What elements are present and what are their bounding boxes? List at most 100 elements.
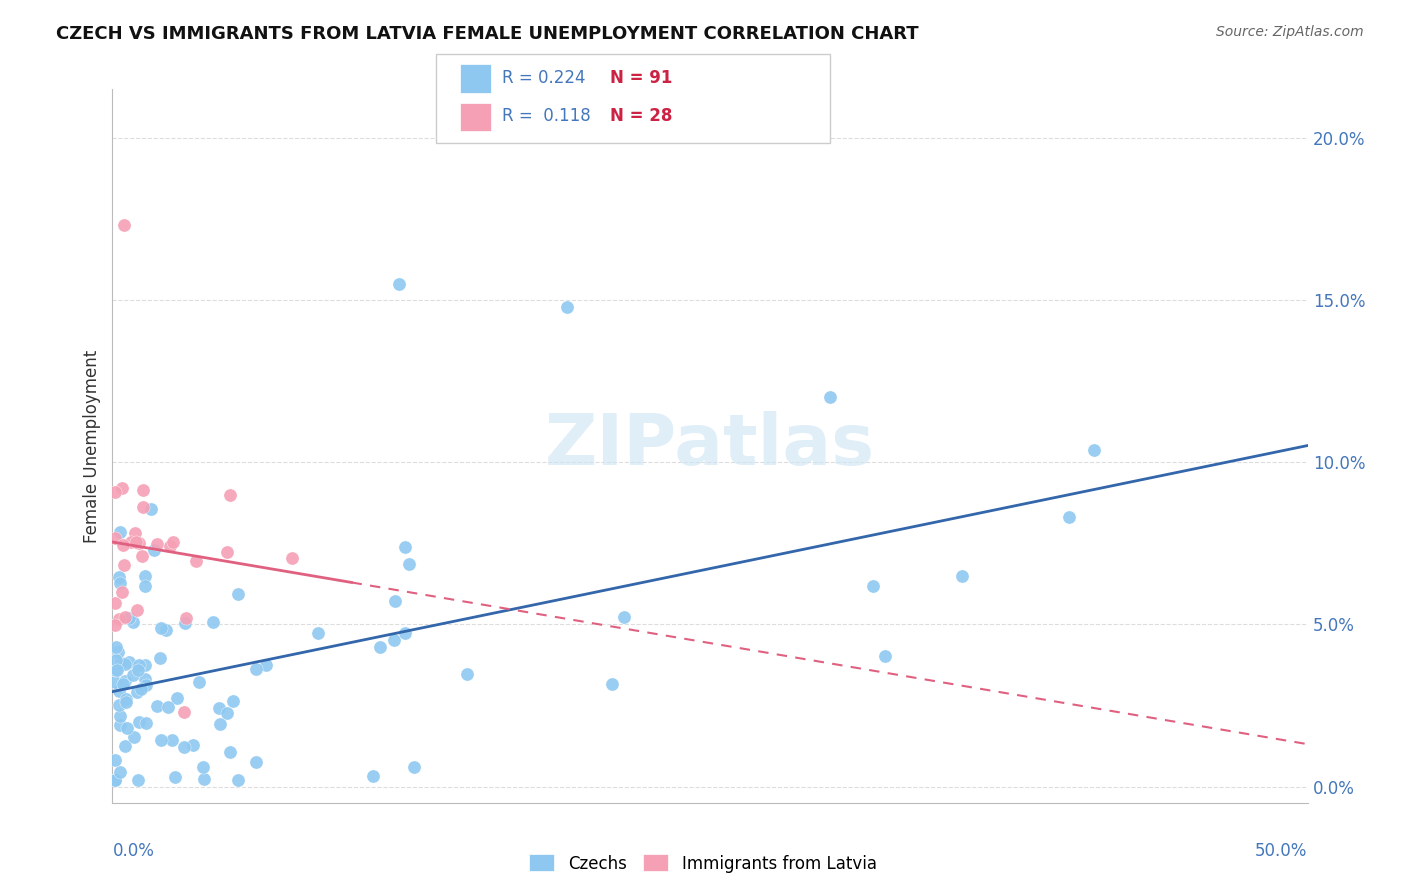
Point — [107, 612, 129, 626]
Point — [950, 569, 973, 583]
Point — [555, 300, 578, 314]
Point — [145, 698, 167, 713]
Point — [217, 706, 239, 720]
Point — [388, 277, 411, 291]
Point — [121, 615, 143, 629]
Point — [105, 664, 128, 678]
Text: CZECH VS IMMIGRANTS FROM LATVIA FEMALE UNEMPLOYMENT CORRELATION CHART: CZECH VS IMMIGRANTS FROM LATVIA FEMALE U… — [56, 25, 920, 43]
Point — [202, 615, 225, 629]
Point — [256, 658, 278, 673]
Point — [127, 663, 149, 677]
Point — [114, 610, 136, 624]
Point — [215, 545, 238, 559]
Point — [110, 656, 132, 670]
Point — [1083, 442, 1105, 457]
Point — [108, 718, 131, 732]
Point — [114, 692, 136, 706]
Point — [104, 675, 127, 690]
Point — [150, 732, 173, 747]
Point — [191, 760, 214, 774]
Point — [104, 773, 127, 788]
Point — [134, 579, 156, 593]
Point — [111, 584, 134, 599]
Point — [281, 550, 304, 565]
Point — [104, 484, 127, 499]
Text: N = 91: N = 91 — [610, 69, 672, 87]
Point — [219, 745, 242, 759]
Point — [111, 481, 134, 495]
Point — [128, 536, 150, 550]
Point — [135, 678, 157, 692]
Point — [129, 681, 152, 696]
Point — [612, 610, 634, 624]
Point — [104, 596, 127, 610]
Text: Source: ZipAtlas.com: Source: ZipAtlas.com — [1216, 25, 1364, 39]
Point — [132, 483, 155, 497]
Text: ZIPatlas: ZIPatlas — [546, 411, 875, 481]
Point — [208, 700, 231, 714]
Point — [193, 772, 215, 787]
Point — [222, 693, 245, 707]
Text: 50.0%: 50.0% — [1256, 842, 1308, 860]
Point — [124, 525, 146, 540]
Point — [105, 653, 128, 667]
Point — [1057, 510, 1080, 524]
Point — [114, 657, 136, 672]
Point — [173, 740, 195, 755]
Point — [125, 685, 148, 699]
Point — [128, 657, 150, 672]
Point — [110, 525, 132, 540]
Point — [862, 578, 884, 592]
Point — [104, 773, 127, 788]
Point — [361, 769, 384, 783]
Point — [394, 625, 416, 640]
Point — [107, 684, 129, 698]
Point — [114, 673, 136, 688]
Point — [184, 554, 207, 568]
Text: 0.0%: 0.0% — [112, 842, 155, 860]
Point — [155, 623, 177, 637]
Text: R = 0.224: R = 0.224 — [502, 69, 585, 87]
Point — [384, 633, 406, 648]
Point — [370, 640, 392, 654]
Point — [219, 488, 242, 502]
Point — [104, 617, 127, 632]
Point — [128, 715, 150, 730]
Point — [165, 770, 187, 784]
Point — [245, 662, 267, 676]
Point — [108, 764, 131, 779]
Point — [174, 611, 197, 625]
Point — [125, 603, 148, 617]
Point — [114, 558, 135, 573]
Point — [108, 698, 131, 713]
Point — [122, 667, 145, 681]
Point — [127, 773, 149, 788]
Point — [111, 538, 134, 552]
Point — [134, 569, 156, 583]
Point — [125, 535, 148, 549]
Point — [156, 699, 179, 714]
Point — [132, 500, 155, 515]
Point — [384, 593, 406, 607]
Text: N = 28: N = 28 — [610, 107, 672, 125]
Point — [134, 673, 156, 687]
Point — [107, 570, 129, 584]
Point — [873, 649, 896, 664]
Point — [104, 664, 127, 678]
Point — [104, 531, 127, 545]
Point — [173, 705, 195, 719]
Point — [818, 390, 841, 404]
Point — [162, 535, 184, 549]
Point — [110, 709, 132, 723]
Point — [115, 721, 138, 735]
Point — [108, 576, 131, 591]
Point — [149, 651, 172, 665]
Point — [104, 773, 127, 788]
Point — [398, 557, 420, 571]
Point — [394, 540, 416, 554]
Point — [160, 733, 183, 747]
Point — [150, 621, 173, 635]
Point — [112, 677, 135, 691]
Point — [159, 539, 181, 553]
Point — [107, 645, 129, 659]
